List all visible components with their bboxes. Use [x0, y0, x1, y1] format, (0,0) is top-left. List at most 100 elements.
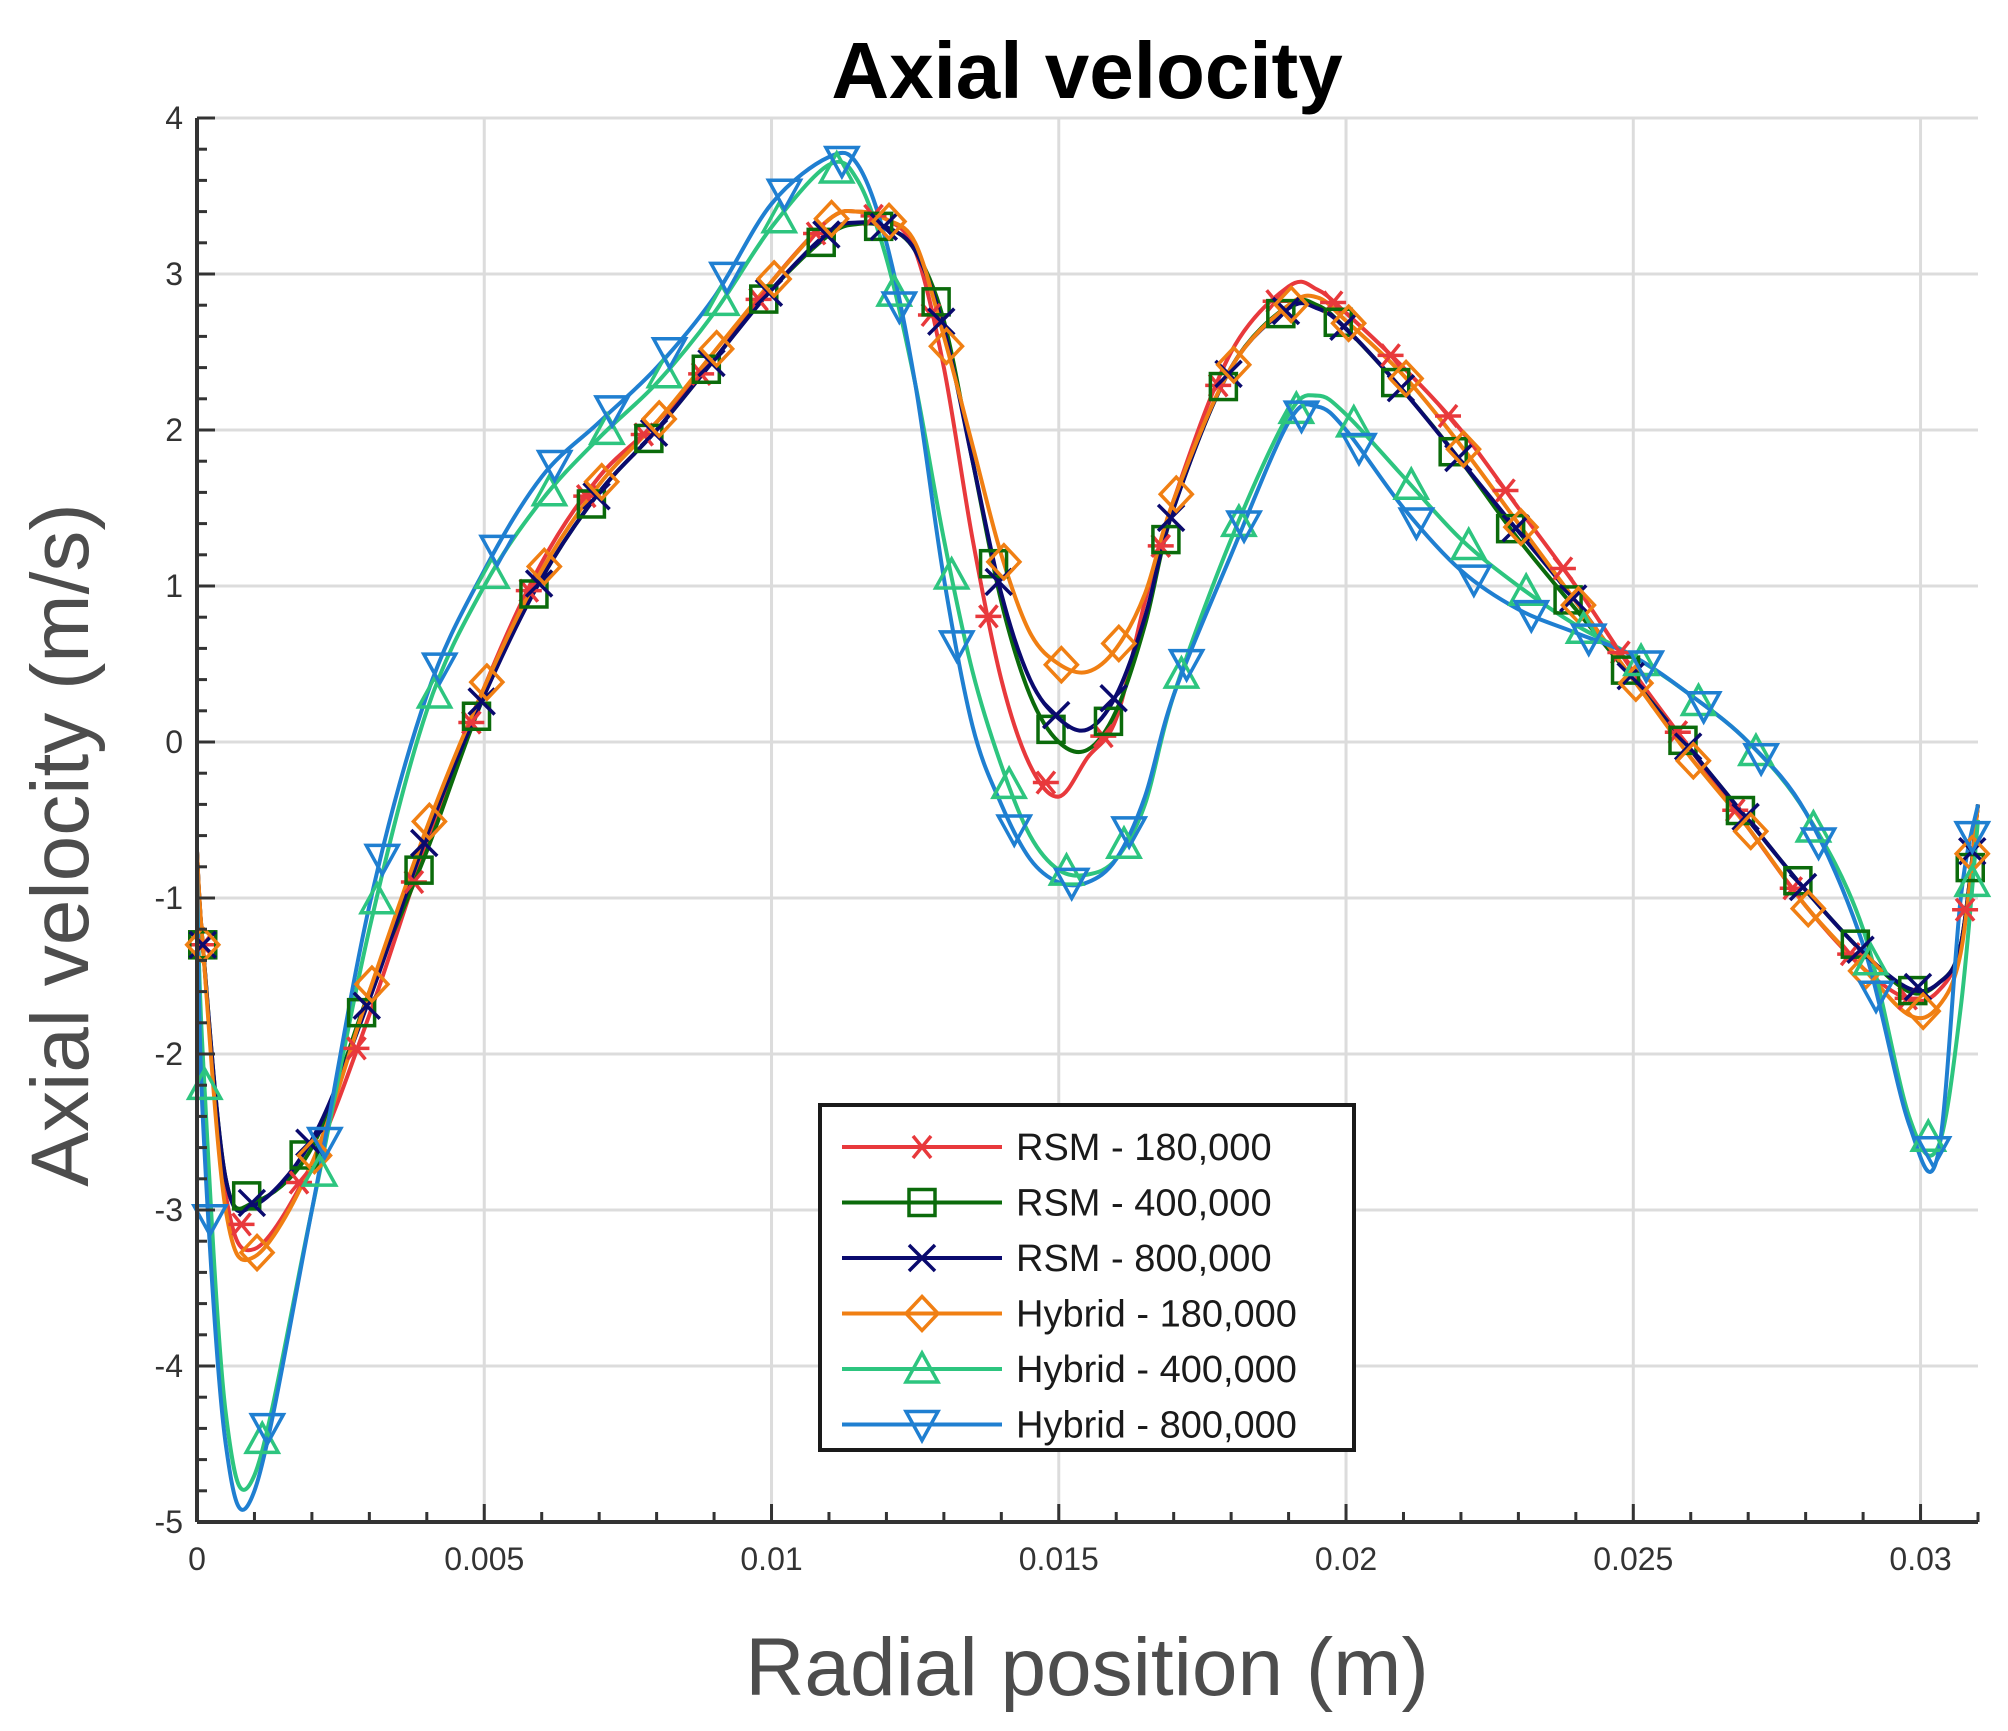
series-point-4 — [1794, 808, 1833, 843]
legend-marker — [903, 1349, 941, 1384]
series-point-5 — [1167, 648, 1206, 684]
series-point-3 — [468, 662, 506, 702]
legend-marker — [903, 1409, 941, 1445]
series-point-2 — [812, 220, 841, 249]
series-point-3 — [1847, 951, 1885, 991]
series-point-3 — [1674, 741, 1712, 781]
series-point-4 — [1851, 941, 1890, 976]
series-point-0 — [1377, 343, 1404, 368]
series-point-0 — [1435, 403, 1462, 429]
series-point-5 — [822, 145, 861, 181]
x-tick-label: 0.005 — [444, 1541, 524, 1577]
series-point-1 — [1151, 524, 1181, 555]
series-point-1 — [1208, 371, 1239, 402]
series-point-1 — [1036, 714, 1066, 745]
series-point-5 — [650, 337, 689, 372]
series-point-3 — [1789, 889, 1827, 929]
series-point-5 — [1742, 743, 1781, 778]
series-point-2 — [927, 307, 956, 336]
series-point-1 — [461, 701, 492, 732]
series-point-5 — [765, 178, 804, 213]
series-point-5 — [1684, 690, 1723, 726]
series-point-3 — [870, 201, 908, 242]
series-point-3 — [1387, 359, 1425, 399]
series-point-5 — [708, 261, 746, 296]
series-point-1 — [1495, 513, 1526, 544]
series-point-3 — [1042, 645, 1080, 685]
series-point-3 — [755, 259, 793, 299]
series-point-5 — [1110, 816, 1149, 851]
series-point-5 — [937, 630, 976, 665]
legend-marker — [907, 1243, 937, 1273]
tick-labels: -5 -4 -3 -2 -1 0 1 2 3 4 0 0.005 0.01 0.015 0.02 0.025 0… — [155, 100, 1952, 1577]
series-point-2 — [237, 1188, 267, 1218]
series-point-5 — [1225, 510, 1264, 545]
series-point-2 — [1041, 700, 1071, 730]
series-point-5 — [995, 814, 1034, 849]
series-point-5 — [190, 1204, 229, 1239]
series-point-3 — [640, 399, 678, 439]
series-point-4 — [702, 281, 741, 317]
series-markers — [184, 145, 1992, 1455]
series-point-4 — [1449, 525, 1488, 561]
axes — [195, 116, 1980, 1524]
series-point-3 — [1330, 303, 1368, 343]
series-point-3 — [296, 1135, 333, 1176]
series-point-4 — [415, 674, 454, 709]
series-point-4 — [1953, 862, 1992, 898]
series-point-4 — [817, 149, 856, 184]
series-point-0 — [1090, 724, 1117, 749]
series-point-1 — [1323, 307, 1354, 338]
series-point-5 — [593, 395, 632, 430]
x-tick-label: 0.015 — [1019, 1541, 1099, 1577]
y-tick-label: -1 — [155, 880, 183, 916]
y-tick-label: 2 — [165, 412, 183, 448]
series-point-5 — [420, 652, 459, 687]
series-point-4 — [645, 354, 684, 389]
series-point-5 — [1339, 432, 1378, 468]
series-point-2 — [524, 569, 554, 598]
legend-label: RSM - 800,000 — [1016, 1238, 1272, 1280]
series-point-5 — [248, 1412, 287, 1448]
series-point-5 — [1799, 827, 1838, 862]
series-line-3 — [195, 208, 1980, 1263]
series-point-4 — [932, 555, 971, 590]
series-point-0 — [1032, 770, 1059, 795]
series-point-4 — [1219, 502, 1258, 538]
series-point-3 — [928, 326, 965, 366]
series-point-5 — [478, 534, 517, 569]
y-tick-label: 4 — [165, 100, 183, 136]
series-point-4 — [587, 410, 626, 446]
chart-title: Axial velocity — [831, 26, 1343, 115]
series-point-2 — [467, 687, 496, 716]
series-point-4 — [760, 199, 799, 234]
series-point-1 — [289, 1140, 319, 1170]
legend: RSM - 180,000 RSM - 400,000 RSM - 800,000 H… — [818, 1103, 1356, 1452]
y-tick-label: -2 — [155, 1036, 183, 1072]
series-point-5 — [1512, 599, 1551, 635]
series-point-1 — [1093, 706, 1124, 737]
series-point-5 — [1627, 650, 1666, 685]
series-point-3 — [1215, 345, 1253, 385]
series-point-1 — [187, 930, 218, 960]
series-point-0 — [343, 1036, 370, 1061]
series-point-0 — [285, 1170, 312, 1195]
series-point-5 — [1953, 820, 1992, 856]
x-tick-label: 0.03 — [1889, 1541, 1951, 1577]
series-point-3 — [1272, 284, 1310, 325]
x-axis-label: Radial position (m) — [745, 1622, 1429, 1713]
x-tick-label: 0.01 — [740, 1541, 802, 1577]
series-point-3 — [813, 199, 850, 239]
series-point-4 — [300, 1152, 339, 1187]
series-point-3 — [1502, 507, 1540, 547]
series-point-4 — [358, 880, 397, 915]
series-point-5 — [1282, 400, 1321, 435]
series-point-0 — [975, 604, 1002, 629]
series-point-5 — [305, 1126, 344, 1162]
y-tick-label: 1 — [165, 568, 183, 604]
series-point-3 — [1732, 811, 1770, 851]
series-point-4 — [1909, 1117, 1948, 1153]
series-point-2 — [697, 348, 726, 378]
legend-box — [818, 1103, 1356, 1452]
series-line-5 — [195, 150, 1980, 1512]
